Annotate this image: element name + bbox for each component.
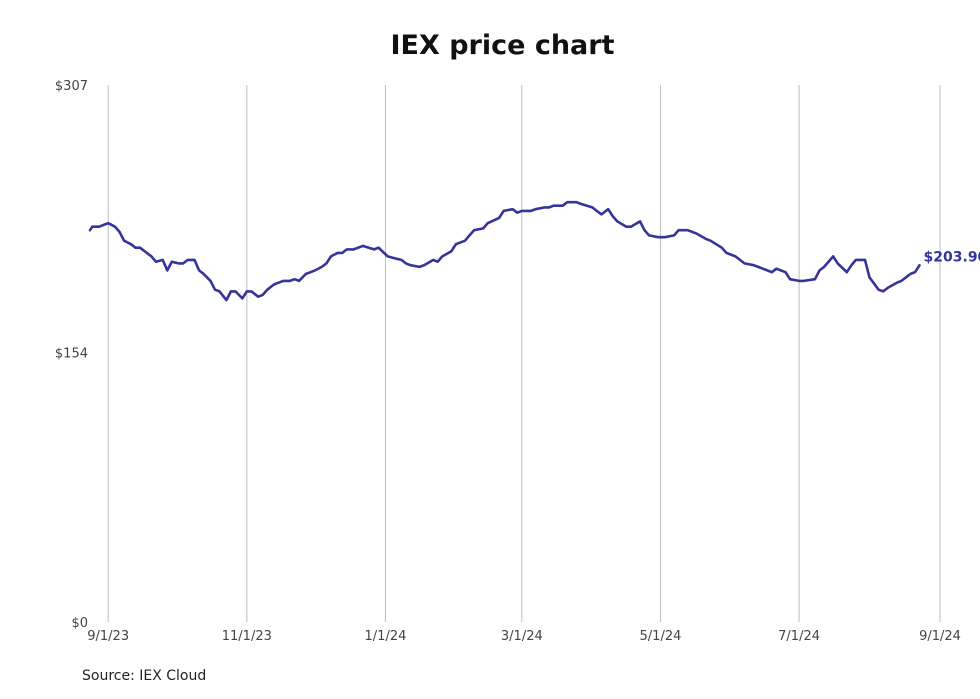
y-tick-label: $307 (55, 79, 88, 94)
y-tick-label: $0 (71, 616, 88, 631)
price-series: $203.90 (88, 200, 980, 302)
price-line (88, 200, 921, 302)
x-tick-label: 9/1/24 (919, 629, 961, 644)
x-axis: 9/1/23 11/1/23 1/1/24 3/1/24 5/1/24 7/1/24 9/1… (87, 629, 961, 644)
vertical-grid (107, 85, 941, 622)
x-tick-label: 9/1/23 (87, 629, 129, 644)
x-tick-label: 7/1/24 (778, 629, 820, 644)
source-note: Source: IEX Cloud (82, 668, 207, 684)
x-tick-label: 1/1/24 (365, 629, 407, 644)
chart-title: IEX price chart (390, 30, 615, 61)
y-tick-label: $154 (55, 347, 88, 362)
x-tick-label: 3/1/24 (501, 629, 543, 644)
y-axis: $0 $154 $307 (55, 79, 88, 631)
x-tick-label: 5/1/24 (640, 629, 682, 644)
x-tick-label: 11/1/23 (222, 629, 272, 644)
last-price-label: $203.90 (924, 249, 980, 265)
